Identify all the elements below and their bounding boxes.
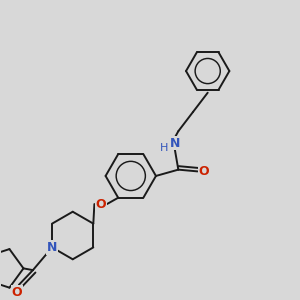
Text: O: O [95, 197, 106, 211]
Text: O: O [12, 286, 22, 299]
Text: H: H [160, 142, 169, 153]
Text: N: N [47, 241, 57, 254]
Text: N: N [169, 136, 180, 150]
Text: O: O [199, 165, 209, 178]
